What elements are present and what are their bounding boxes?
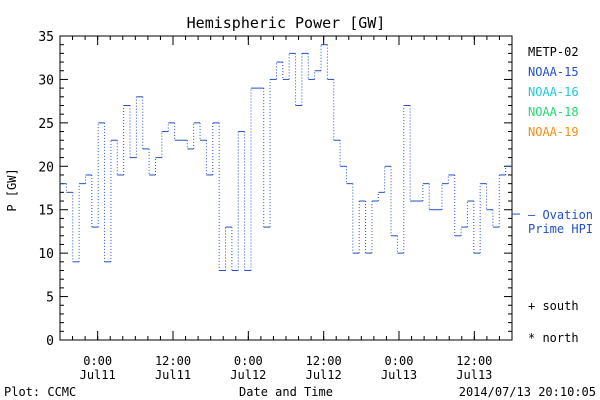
- legend-entry: NOAA-15: [528, 65, 579, 79]
- x-tick-label-date: Jul11: [80, 368, 116, 382]
- legend-south: + south: [528, 299, 579, 313]
- x-tick-label-date: Jul13: [381, 368, 417, 382]
- y-tick-label: 35: [38, 30, 54, 45]
- y-tick-label: 0: [46, 334, 54, 349]
- y-tick-label: 30: [38, 73, 54, 88]
- legend-entry: METP-02: [528, 45, 579, 59]
- legend-entry: NOAA-19: [528, 125, 579, 139]
- x-tick-label-date: Jul11: [155, 368, 191, 382]
- timestamp: 2014/07/13 20:10:05: [459, 385, 596, 399]
- x-tick-label-time: 12:00: [155, 354, 191, 368]
- x-tick-label-date: Jul12: [306, 368, 342, 382]
- x-tick-label-date: Jul13: [456, 368, 492, 382]
- x-tick-label-date: Jul12: [230, 368, 266, 382]
- plot-credit: Plot: CCMC: [4, 385, 76, 399]
- x-tick-label-time: 0:00: [83, 354, 112, 368]
- y-tick-label: 5: [46, 291, 54, 306]
- legend-north: * north: [528, 331, 579, 345]
- y-tick-label: 10: [38, 247, 54, 262]
- x-tick-label-time: 12:00: [306, 354, 342, 368]
- y-axis-label: P [GW]: [5, 168, 19, 211]
- y-tick-label: 15: [38, 204, 54, 219]
- legend-entry: NOAA-16: [528, 85, 579, 99]
- x-tick-label-time: 0:00: [234, 354, 263, 368]
- legend-ovation-line2: Prime HPI: [528, 222, 593, 236]
- x-tick-label-time: 12:00: [456, 354, 492, 368]
- plot-frame: [59, 35, 513, 341]
- x-axis-label: Date and Time: [239, 385, 333, 399]
- y-tick-label: 25: [38, 117, 54, 132]
- series-layer: [60, 44, 520, 272]
- x-tick-label-time: 0:00: [385, 354, 414, 368]
- legend-ovation-line1: — Ovation: [528, 208, 593, 222]
- legend: METP-02 NOAA-15 NOAA-16 NOAA-18 NOAA-19 — Ova…: [528, 45, 593, 345]
- plot-axes: 051015202530350:00Jul1112:00Jul110:00Jul…: [38, 30, 513, 382]
- chart-title: Hemispheric Power [GW]: [187, 14, 386, 32]
- y-tick-label: 20: [38, 160, 54, 175]
- legend-entry: NOAA-18: [528, 105, 579, 119]
